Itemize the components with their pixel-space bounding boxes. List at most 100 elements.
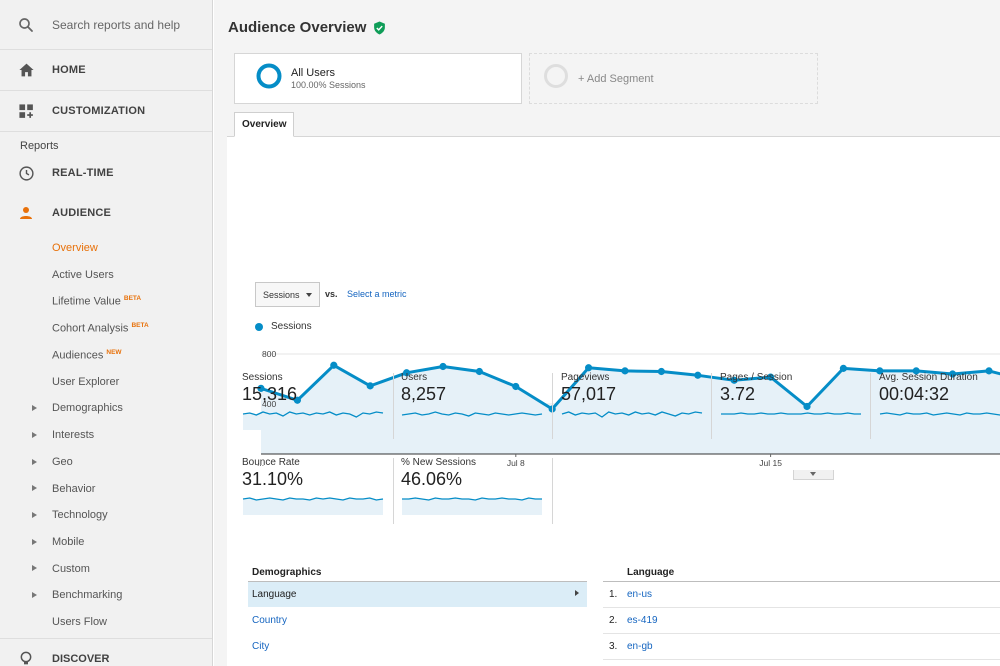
subnav-mobile[interactable]: Mobile xyxy=(0,529,212,556)
page-title: Audience Overview xyxy=(228,19,367,36)
subnav-demographics[interactable]: Demographics xyxy=(0,395,212,422)
language-link[interactable]: en-us xyxy=(627,589,653,600)
data-point xyxy=(293,396,301,404)
subnav-interests[interactable]: Interests xyxy=(0,422,212,449)
sparkline-line xyxy=(561,411,703,418)
subnav-technology[interactable]: Technology xyxy=(0,502,212,529)
person-icon xyxy=(0,205,52,221)
sparkline-area xyxy=(562,412,702,430)
subnav-benchmarking[interactable]: Benchmarking xyxy=(0,582,212,609)
metric-tile[interactable]: % New Sessions 46.06% xyxy=(401,457,560,525)
dashboard-plus-icon xyxy=(0,103,52,120)
demographics-row-label: Language xyxy=(252,589,297,600)
sparkline-area xyxy=(880,413,1000,430)
tile-divider xyxy=(552,458,553,524)
nav-home[interactable]: HOME xyxy=(0,50,212,91)
demographics-row-language[interactable]: Language xyxy=(248,581,587,607)
caret-right-icon xyxy=(32,431,37,438)
caret-right-icon xyxy=(32,538,37,545)
metric-tile[interactable]: Bounce Rate 31.10% xyxy=(242,457,401,525)
table-row: 3. en-gb xyxy=(603,634,1000,660)
nav-audience[interactable]: AUDIENCE xyxy=(0,191,212,235)
nav-discover[interactable]: DISCOVER xyxy=(0,638,212,666)
table-row: 1. en-us xyxy=(603,582,1000,608)
data-point xyxy=(730,376,738,384)
metric-tile[interactable]: Pageviews 57,017 xyxy=(561,372,720,440)
metric-tile[interactable]: Sessions 15,316 xyxy=(242,372,401,440)
sparkline-line xyxy=(879,412,1000,416)
segment-text: All Users 100.00% Sessions xyxy=(282,67,366,90)
subnav-user-explorer[interactable]: User Explorer xyxy=(0,368,212,395)
sparkline-line xyxy=(242,497,384,501)
main-content: Audience Overview All Users 100.00% Sess… xyxy=(214,0,1000,666)
metric-select[interactable]: Sessions xyxy=(255,282,320,307)
data-point xyxy=(912,367,920,375)
sparkline xyxy=(721,412,861,430)
subnav-active-users[interactable]: Active Users xyxy=(0,262,212,289)
subnav-audiences[interactable]: Audiences NEW xyxy=(0,342,212,369)
caret-right-icon xyxy=(32,565,37,572)
segment-all-users[interactable]: All Users 100.00% Sessions xyxy=(234,53,522,104)
home-icon xyxy=(0,62,52,78)
subnav-users-flow[interactable]: Users Flow xyxy=(0,609,212,636)
x-tick-label: Jul 8 xyxy=(507,458,525,468)
add-segment-button[interactable]: + Add Segment xyxy=(529,53,818,104)
data-point xyxy=(621,367,629,375)
sidebar: Search reports and help HOME CUSTOMIZATI… xyxy=(0,0,213,666)
vs-label: vs. xyxy=(325,289,338,299)
demographics-row-country[interactable]: Country xyxy=(248,607,587,633)
subnav-lifetime-value[interactable]: Lifetime Value BETA xyxy=(0,288,212,315)
subnav-label: Cohort Analysis BETA xyxy=(52,322,149,335)
sparkline xyxy=(242,497,384,515)
caret-right-icon xyxy=(32,405,37,412)
subnav-text: Audiences xyxy=(52,349,104,362)
subnav-label: Benchmarking xyxy=(52,589,123,602)
data-point xyxy=(985,367,993,375)
subnav-label: Custom xyxy=(52,562,90,575)
chevron-down-icon xyxy=(810,472,816,476)
sidebar-search[interactable]: Search reports and help xyxy=(0,0,212,50)
subnav-text: Cohort Analysis xyxy=(52,322,129,335)
demographics-row-label: Country xyxy=(252,614,288,626)
nav-customization[interactable]: CUSTOMIZATION xyxy=(0,91,212,132)
divider xyxy=(603,581,1000,582)
chart-collapse-button[interactable] xyxy=(793,470,834,480)
nav-realtime[interactable]: REAL-TIME xyxy=(0,155,212,191)
segment-name: All Users xyxy=(291,67,336,79)
sparkline xyxy=(402,497,542,515)
metric-name: % New Sessions xyxy=(401,457,477,468)
subnav-geo[interactable]: Geo xyxy=(0,449,212,476)
subnav-custom[interactable]: Custom xyxy=(0,555,212,582)
search-icon xyxy=(0,16,52,34)
select-metric-link[interactable]: Select a metric xyxy=(347,289,407,299)
metric-value: 31.10% xyxy=(242,469,304,489)
metric-name: Pageviews xyxy=(561,372,610,383)
metric-tile[interactable]: Users 8,257 xyxy=(401,372,560,440)
subnav-overview[interactable]: Overview xyxy=(0,235,212,262)
subnav-label: Technology xyxy=(52,509,108,522)
tile-divider xyxy=(711,373,712,439)
sparkline-area xyxy=(243,498,383,515)
subnav-label: Lifetime Value BETA xyxy=(52,295,141,308)
data-point xyxy=(694,371,702,379)
data-point xyxy=(439,362,447,371)
x-tick-label: Jul 15 xyxy=(759,458,782,468)
nav-discover-label: DISCOVER xyxy=(52,652,110,665)
add-segment-label: + Add Segment xyxy=(578,72,654,85)
language-link[interactable]: en-gb xyxy=(627,641,653,652)
subnav-behavior[interactable]: Behavior xyxy=(0,475,212,502)
verified-shield-icon xyxy=(373,21,386,35)
data-point xyxy=(585,364,593,372)
search-placeholder[interactable]: Search reports and help xyxy=(52,17,181,32)
subnav-label: Mobile xyxy=(52,535,85,548)
demographics-row-city[interactable]: City xyxy=(248,633,587,659)
metric-name: Users xyxy=(401,372,428,383)
tab-overview[interactable]: Overview xyxy=(234,112,295,137)
y-tick-label: 800 xyxy=(262,349,276,359)
subnav-cohort-analysis[interactable]: Cohort Analysis BETA xyxy=(0,315,212,342)
row-number: 2. xyxy=(609,615,618,626)
x-tick-label: ... xyxy=(257,458,264,468)
metric-tile[interactable]: Avg. Session Duration 00:04:32 xyxy=(879,372,1000,440)
language-link[interactable]: es-419 xyxy=(627,615,658,626)
metric-tile[interactable]: Pages / Session 3.72 xyxy=(720,372,879,440)
